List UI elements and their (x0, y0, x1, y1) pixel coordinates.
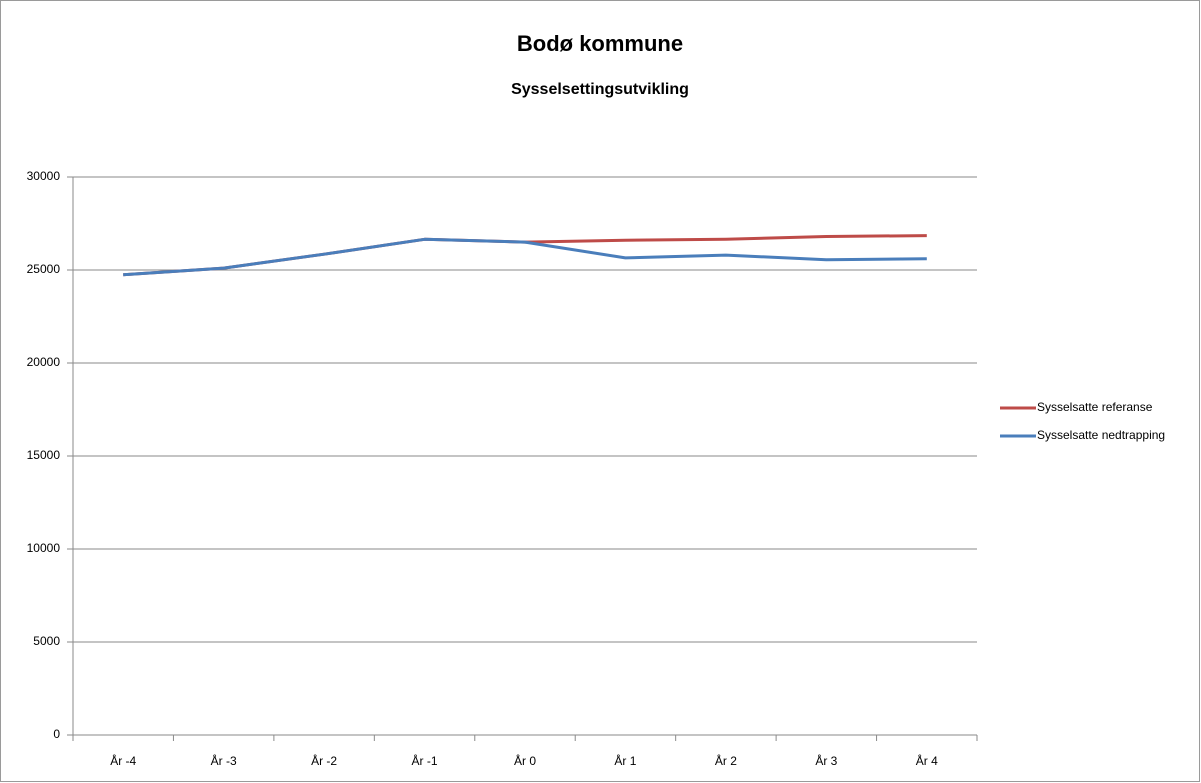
x-tick-label: År -1 (412, 753, 438, 768)
y-tick-label: 0 (53, 727, 60, 741)
y-tick-label: 20000 (27, 355, 61, 369)
legend-label: Sysselsatte referanse (1037, 400, 1153, 414)
x-tick-label: År -4 (110, 753, 136, 768)
y-tick-label: 30000 (27, 169, 61, 183)
x-tick-label: År 4 (916, 753, 938, 768)
x-tick-label: År -2 (311, 753, 337, 768)
legend-label: Sysselsatte nedtrapping (1037, 428, 1165, 442)
x-tick-label: År 1 (614, 753, 636, 768)
y-tick-label: 25000 (27, 262, 61, 276)
y-tick-label: 5000 (33, 634, 60, 648)
x-tick-label: År 3 (815, 753, 837, 768)
chart-title: Bodø kommune (517, 31, 683, 56)
y-tick-label: 10000 (27, 541, 61, 555)
y-tick-label: 15000 (27, 448, 61, 462)
chart-subtitle: Sysselsettingsutvikling (511, 81, 689, 98)
x-tick-label: År 0 (514, 753, 536, 768)
x-tick-label: År -3 (211, 753, 237, 768)
series-line (123, 237, 927, 277)
x-tick-label: År 2 (715, 753, 737, 768)
